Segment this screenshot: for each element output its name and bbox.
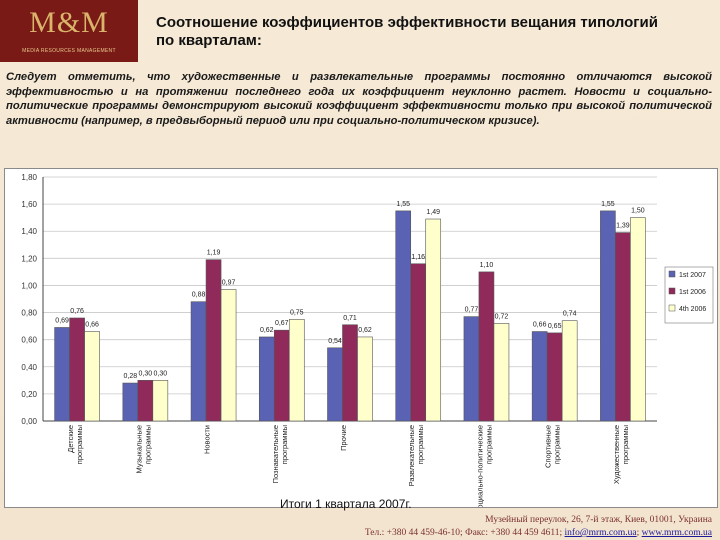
data-label: 0,69 <box>55 317 69 324</box>
footer-email-link[interactable]: info@mrm.com.ua <box>564 528 637 538</box>
bar <box>410 263 427 422</box>
data-label: 1,50 <box>631 208 645 215</box>
legend-label: 1st 2006 <box>679 289 706 296</box>
slide-title: Соотношение коэффициентов эффективности … <box>156 14 696 50</box>
data-label: 1,19 <box>207 250 221 257</box>
slide-title-line1: Соотношение коэффициентов эффективности … <box>156 14 658 31</box>
data-label: 0,75 <box>290 309 304 316</box>
bar <box>258 336 275 422</box>
y-tick-label: 1,00 <box>21 281 37 290</box>
x-tick-label: Музыкальныепрограммы <box>134 425 152 474</box>
footer-address: Музейный переулок, 26, 7-й этаж, Киев, 0… <box>485 515 712 525</box>
footer-contacts: Музейный переулок, 26, 7-й этаж, Киев, 0… <box>365 514 712 540</box>
bar <box>220 289 237 422</box>
data-label: 0,62 <box>358 327 372 334</box>
data-label: 1,10 <box>480 262 494 269</box>
bar <box>493 323 510 422</box>
x-tick-label: Развлекательныепрограммы <box>407 425 425 486</box>
data-label: 0,76 <box>70 308 84 315</box>
legend-swatch <box>668 287 676 295</box>
bar <box>425 218 442 422</box>
bar <box>600 210 616 422</box>
data-label: 0,66 <box>533 322 547 329</box>
bar <box>190 301 207 422</box>
footer-phone-fax: Тел.: +380 44 459-46-10; Факс: +380 44 4… <box>364 528 563 538</box>
slide-title-line2: по кварталам: <box>156 32 262 49</box>
bar <box>137 380 154 422</box>
legend-label: 1st 2007 <box>679 272 706 279</box>
data-label: 0,74 <box>563 311 577 318</box>
bar <box>546 332 563 422</box>
bar <box>342 324 358 422</box>
bar <box>463 316 480 422</box>
bar <box>152 380 169 422</box>
data-label: 0,30 <box>139 370 153 377</box>
bar <box>273 329 290 422</box>
data-label: 0,66 <box>85 322 99 329</box>
x-tick-label: Детскиепрограммы <box>66 425 84 464</box>
bar-chart: 0,00 0,20 0,40 0,60 0,80 1,00 1,20 1,40 1,60 1,80… <box>21 173 714 507</box>
legend: 1st 2007 1st 2006 4th 2006 <box>664 266 714 324</box>
data-label: 1,55 <box>396 201 410 208</box>
x-tick-label: Познавательныепрограммы <box>271 425 289 483</box>
legend-label: 4th 2006 <box>679 306 706 313</box>
data-label: 0,88 <box>192 292 206 299</box>
company-logo: M&M MEDIA RESOURCES MANAGEMENT <box>0 0 138 62</box>
footer-contact-line: Тел.: +380 44 459-46-10; Факс: +380 44 4… <box>364 528 712 538</box>
bar <box>288 319 305 422</box>
bar <box>615 232 631 422</box>
x-tick-label: Социально-политическиепрограммы <box>475 425 493 507</box>
data-label: 0,28 <box>124 373 138 380</box>
data-label: 1,39 <box>616 223 630 230</box>
x-tick-label: Художественныепрограммы <box>612 425 630 484</box>
bar <box>478 271 495 422</box>
logo-mark: M&M <box>29 6 109 39</box>
data-label: 0,71 <box>343 315 357 322</box>
data-label: 0,97 <box>222 280 236 287</box>
data-label: 1,55 <box>601 201 615 208</box>
data-label: 0,62 <box>260 327 274 334</box>
footer-website-link[interactable]: www.mrm.com.ua <box>641 528 712 538</box>
data-label: 1,49 <box>426 209 440 216</box>
data-label: 0,77 <box>465 307 479 314</box>
bar <box>630 217 646 422</box>
x-tick-label: Прочие <box>339 425 348 451</box>
y-tick-label: 0,20 <box>21 390 37 399</box>
bar <box>395 210 412 422</box>
bar <box>69 317 85 422</box>
bar <box>205 259 222 422</box>
logo-subtext: MEDIA RESOURCES MANAGEMENT <box>22 48 116 54</box>
x-tick-label: Спортивныепрограммы <box>544 425 562 468</box>
y-tick-label: 0,60 <box>21 336 37 345</box>
bar <box>357 336 373 422</box>
bar <box>84 331 100 422</box>
y-tick-label: 0,80 <box>21 309 37 318</box>
legend-swatch <box>668 270 676 278</box>
intro-paragraph: Следует отметить, что художественные и р… <box>6 71 712 127</box>
data-label: 0,65 <box>548 323 562 330</box>
data-label: 0,54 <box>328 338 342 345</box>
y-tick-label: 1,40 <box>21 227 37 236</box>
bar <box>122 382 139 422</box>
y-tick-label: 0,40 <box>21 363 37 372</box>
legend-swatch <box>668 304 676 312</box>
y-tick-label: 0,00 <box>21 417 37 426</box>
y-tick-label: 1,60 <box>21 200 37 209</box>
bar <box>327 347 343 422</box>
data-label: 0,72 <box>495 313 509 320</box>
x-tick-label: Новости <box>203 425 212 454</box>
bar <box>54 327 70 422</box>
y-tick-label: 1,20 <box>21 254 37 263</box>
bar <box>561 320 578 422</box>
y-tick-label: 1,80 <box>21 173 37 182</box>
data-label: 0,30 <box>154 370 168 377</box>
data-label: 1,16 <box>411 254 425 261</box>
bar <box>531 331 548 422</box>
chart-title: Итоги 1 квартала 2007г. <box>280 497 412 511</box>
chart-panel: 0,00 0,20 0,40 0,60 0,80 1,00 1,20 1,40 1,60 1,80… <box>4 168 718 508</box>
data-label: 0,67 <box>275 320 289 327</box>
